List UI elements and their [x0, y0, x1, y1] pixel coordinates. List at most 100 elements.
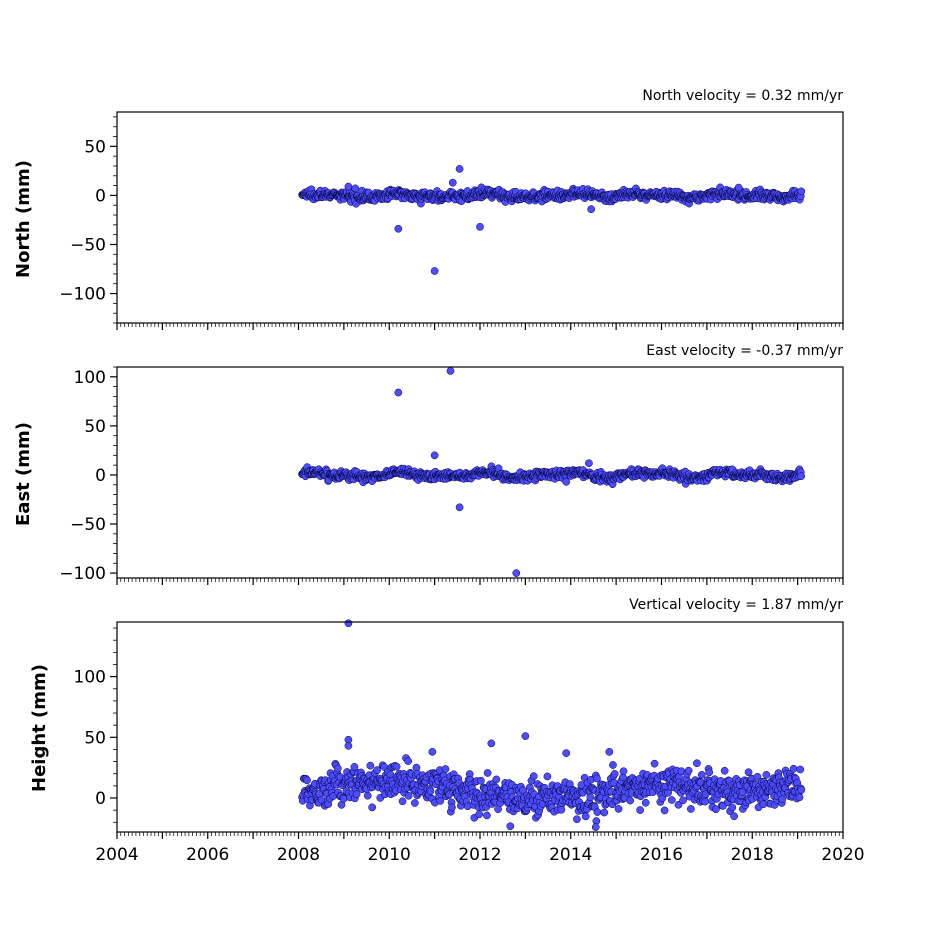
data-point	[366, 761, 375, 770]
data-point	[712, 805, 720, 814]
data-point	[795, 793, 804, 802]
data-point	[303, 776, 311, 785]
data-point	[483, 769, 492, 777]
data-point	[587, 205, 596, 214]
data-point	[445, 790, 454, 799]
data-point	[619, 767, 628, 776]
east-points	[298, 367, 806, 577]
data-point	[796, 765, 805, 774]
y-tick-label: 0	[95, 789, 106, 809]
data-point	[609, 761, 617, 769]
data-point	[593, 808, 602, 816]
data-point	[687, 805, 695, 813]
data-point	[626, 796, 635, 805]
data-point	[475, 810, 484, 819]
data-point	[363, 791, 372, 800]
y-tick-label: 0	[95, 186, 106, 206]
data-point	[344, 182, 353, 191]
height-panel: Vertical velocity = 1.87 mm/yr Height (m…	[29, 597, 865, 865]
data-point	[697, 771, 706, 779]
x-tick-label: 2012	[458, 845, 501, 865]
y-tick-label: 0	[95, 466, 106, 486]
data-point	[753, 772, 762, 781]
data-point	[412, 763, 421, 772]
data-point	[373, 766, 381, 774]
data-point	[728, 803, 737, 812]
height-points	[298, 619, 806, 831]
vertical-velocity-label: Vertical velocity = 1.87 mm/yr	[629, 597, 843, 613]
height-axis-label: Height (mm)	[29, 664, 50, 792]
data-point	[428, 748, 437, 756]
x-tick-label: 2014	[549, 845, 592, 865]
data-point	[446, 367, 455, 375]
data-point	[789, 764, 798, 773]
data-point	[448, 803, 456, 812]
data-point	[744, 768, 753, 777]
data-point	[600, 808, 609, 817]
data-point	[430, 451, 439, 460]
data-point	[386, 770, 395, 779]
data-point	[610, 770, 619, 778]
data-point	[562, 477, 571, 486]
data-point	[797, 472, 806, 481]
data-point	[581, 812, 590, 821]
x-tick-label: 2004	[95, 845, 138, 865]
data-point	[650, 759, 659, 768]
data-point	[660, 806, 669, 815]
x-tick-label: 2010	[368, 845, 411, 865]
data-point	[778, 795, 787, 804]
data-point	[521, 732, 530, 740]
east-axis-label: East (mm)	[13, 422, 34, 526]
x-tick-label: 2016	[640, 845, 683, 865]
data-point	[593, 774, 601, 783]
y-tick-label: −50	[70, 515, 106, 535]
data-point	[797, 786, 806, 794]
data-point	[411, 799, 419, 807]
y-tick-label: 50	[84, 417, 106, 437]
data-point	[701, 797, 709, 806]
data-point	[529, 772, 538, 781]
data-point	[586, 793, 595, 802]
data-point	[483, 811, 491, 820]
y-tick-label: −100	[59, 564, 106, 584]
y-tick-label: −100	[59, 285, 106, 305]
data-point	[352, 790, 361, 799]
data-point	[636, 806, 644, 814]
data-point	[674, 800, 683, 809]
data-point	[368, 803, 377, 812]
data-point	[641, 798, 650, 807]
x-tick-label: 2008	[277, 845, 320, 865]
data-point	[614, 805, 623, 813]
data-point	[350, 763, 359, 771]
data-point	[351, 184, 360, 193]
data-point	[720, 766, 729, 775]
y-tick-label: −50	[70, 235, 106, 255]
data-point	[543, 772, 552, 781]
data-point	[333, 764, 342, 773]
data-point	[585, 459, 593, 468]
data-point	[693, 759, 701, 768]
east-velocity-label: East velocity = -0.37 mm/yr	[646, 343, 843, 359]
x-tick-label: 2006	[186, 845, 229, 865]
data-point	[448, 178, 457, 187]
data-point	[394, 224, 403, 233]
data-point	[404, 791, 413, 800]
data-point	[605, 748, 614, 756]
data-point	[557, 805, 566, 814]
x-tick-label: 2018	[731, 845, 774, 865]
data-point	[477, 776, 485, 785]
data-point	[797, 187, 806, 196]
y-tick-label: 100	[74, 368, 106, 388]
data-point	[762, 770, 771, 779]
data-point	[705, 768, 714, 777]
data-point	[344, 619, 353, 628]
data-point	[455, 503, 464, 512]
data-point	[684, 766, 693, 775]
data-point	[573, 815, 581, 824]
data-point	[394, 388, 403, 397]
data-point	[487, 739, 496, 748]
data-point	[476, 222, 484, 231]
data-point	[492, 775, 501, 784]
data-point	[506, 822, 515, 831]
